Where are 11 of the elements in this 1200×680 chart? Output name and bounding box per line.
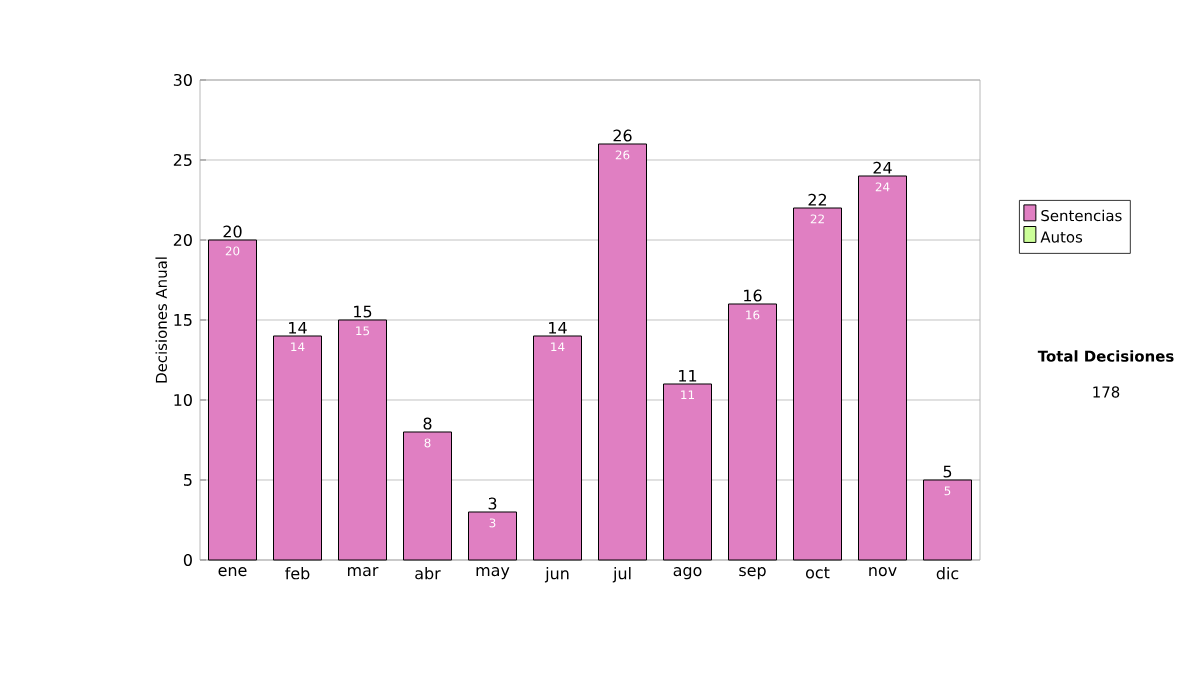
- bar: [273, 335, 322, 561]
- bar: [663, 383, 713, 561]
- bar: [598, 143, 648, 561]
- bar: [403, 431, 453, 561]
- bar: [468, 511, 518, 561]
- bar: [793, 207, 843, 561]
- bar: [338, 319, 387, 561]
- bar: [728, 303, 778, 561]
- bar: [923, 479, 973, 561]
- bar: [533, 335, 583, 561]
- bar: [858, 175, 908, 561]
